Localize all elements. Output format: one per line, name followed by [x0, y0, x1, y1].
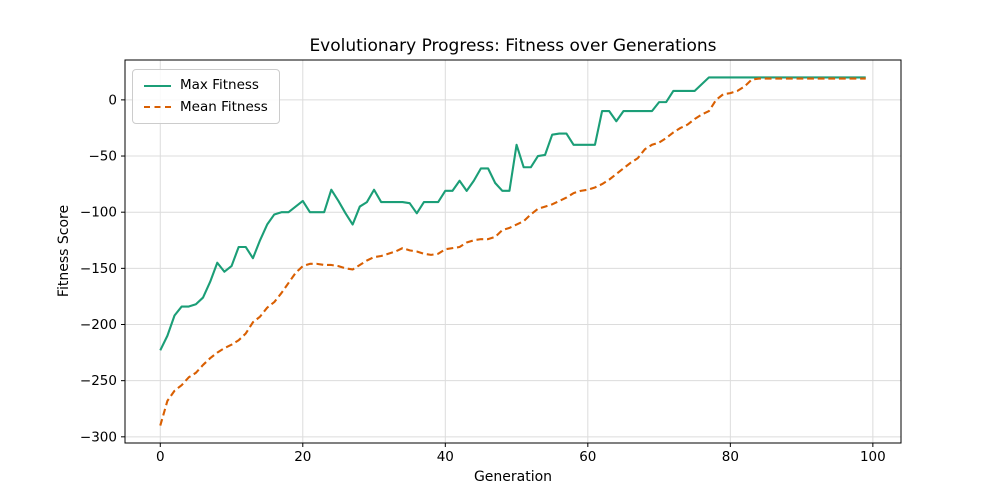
x-tick-label: 100	[860, 449, 886, 465]
x-tick-label: 0	[156, 449, 165, 465]
legend-label-max: Max Fitness	[180, 77, 259, 93]
y-tick-label: −100	[80, 205, 117, 221]
y-tick-label: −300	[80, 429, 117, 445]
x-tick-label: 60	[579, 449, 596, 465]
y-axis-label: Fitness Score	[56, 204, 72, 298]
y-tick-label: 0	[108, 92, 117, 108]
y-tick-label: −150	[80, 261, 117, 277]
legend: Max Fitness Mean Fitness	[132, 69, 280, 125]
plot-spines	[124, 59, 902, 444]
y-tick-label: −50	[89, 149, 118, 165]
legend-line-sample-max	[144, 84, 171, 87]
y-tick-label: −250	[80, 373, 117, 389]
series-line-mean-fitness	[159, 77, 866, 426]
x-axis-label: Generation	[473, 469, 553, 485]
legend-label-mean: Mean Fitness	[180, 98, 268, 115]
y-tick-label: −200	[80, 317, 117, 333]
x-tick-label: 40	[437, 449, 454, 465]
series-line-max-fitness	[159, 76, 866, 351]
x-tick-label: 80	[722, 449, 739, 465]
legend-entry-mean: Mean Fitness	[144, 98, 268, 116]
legend-entry-max: Max Fitness	[144, 77, 268, 94]
legend-line-sample-mean	[144, 106, 171, 109]
x-tick-label: 20	[294, 449, 311, 465]
chart-title: Evolutionary Progress: Fitness over Gene…	[309, 36, 717, 56]
